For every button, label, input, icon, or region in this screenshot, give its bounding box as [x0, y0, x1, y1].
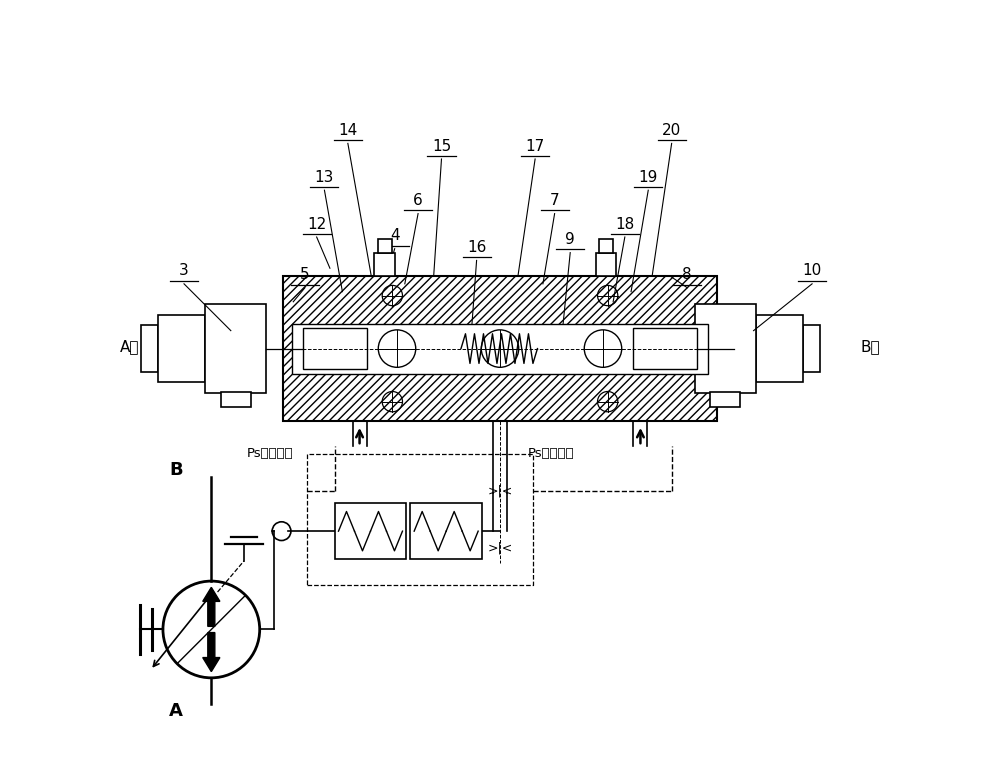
- Text: >|<: >|<: [487, 485, 513, 498]
- Bar: [158, 315, 205, 382]
- Text: 12: 12: [307, 217, 326, 232]
- Bar: [374, 253, 395, 276]
- Text: 17: 17: [525, 139, 545, 153]
- Text: 3: 3: [179, 263, 189, 279]
- Text: Ps口压力油: Ps口压力油: [527, 447, 574, 460]
- Text: B: B: [169, 460, 183, 478]
- Text: 14: 14: [338, 123, 357, 138]
- Text: 19: 19: [639, 170, 658, 185]
- Text: 7: 7: [550, 193, 559, 208]
- Text: 8: 8: [682, 267, 692, 282]
- Text: 5: 5: [300, 267, 310, 282]
- Bar: [803, 325, 820, 372]
- Bar: [633, 328, 697, 369]
- Text: 15: 15: [432, 139, 451, 153]
- Text: 18: 18: [615, 217, 634, 232]
- Text: B侧: B侧: [860, 340, 880, 355]
- Bar: [756, 315, 803, 382]
- Text: 10: 10: [802, 263, 822, 279]
- Text: 20: 20: [662, 123, 681, 138]
- Text: 4: 4: [390, 229, 399, 244]
- Bar: [283, 276, 717, 421]
- Bar: [378, 240, 392, 253]
- Text: A侧: A侧: [120, 340, 140, 355]
- Bar: [335, 503, 406, 559]
- Bar: [292, 323, 708, 373]
- FancyArrow shape: [203, 633, 220, 672]
- FancyArrow shape: [203, 587, 220, 626]
- Text: A: A: [169, 702, 183, 720]
- Bar: [205, 304, 266, 393]
- Bar: [596, 253, 616, 276]
- Bar: [307, 454, 533, 585]
- Text: Ps口压力油: Ps口压力油: [246, 447, 293, 460]
- Text: 9: 9: [565, 232, 575, 247]
- Text: 16: 16: [467, 240, 486, 255]
- Bar: [141, 325, 158, 372]
- Text: 6: 6: [413, 193, 423, 208]
- Bar: [221, 392, 251, 407]
- Text: >|<: >|<: [487, 541, 513, 554]
- Bar: [599, 240, 613, 253]
- Bar: [695, 304, 756, 393]
- Bar: [303, 328, 367, 369]
- Bar: [710, 392, 740, 407]
- Bar: [410, 503, 482, 559]
- Text: 13: 13: [315, 170, 334, 185]
